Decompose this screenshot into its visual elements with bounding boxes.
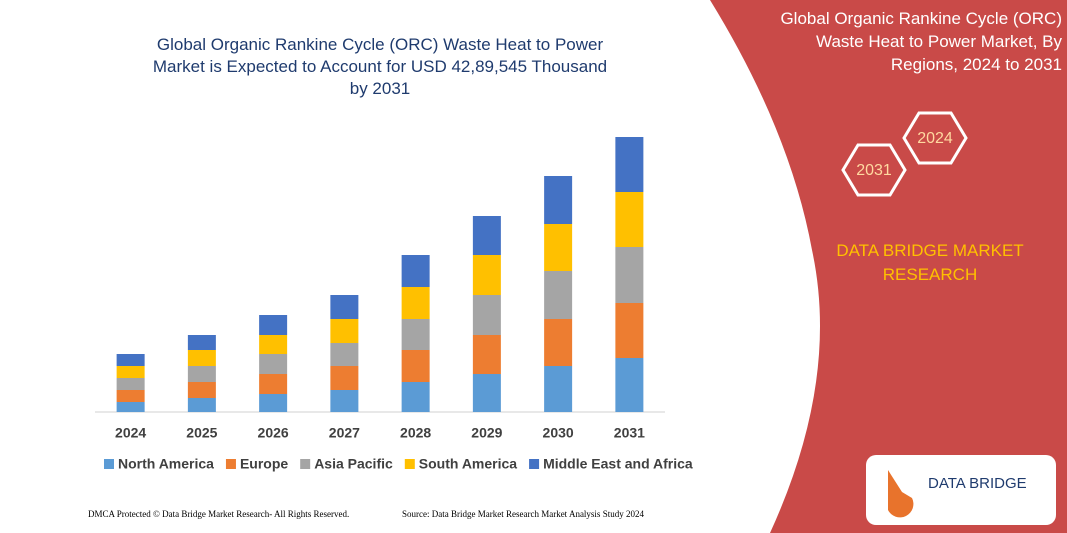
bar-segment — [401, 287, 430, 319]
bar-segment — [330, 319, 359, 343]
bar-segment — [615, 358, 644, 412]
legend-label: Middle East and Africa — [543, 456, 693, 472]
legend-swatch — [104, 459, 114, 469]
bar-segment — [544, 224, 573, 271]
bar-segment — [116, 378, 145, 390]
bar-segment — [330, 390, 359, 412]
bar-segment — [330, 295, 359, 319]
hexagon — [841, 143, 907, 197]
bar-segment — [544, 319, 573, 366]
footer-right: Source: Data Bridge Market Research Mark… — [402, 509, 644, 519]
bar-segment — [401, 350, 430, 382]
bar-segment — [401, 319, 430, 350]
brand: DATA BRIDGE MARKET RESEARCH — [836, 241, 1023, 284]
bar-segment — [259, 354, 288, 374]
side-panel — [710, 0, 1067, 533]
logo-text: DATA BRIDGE — [928, 475, 1027, 492]
bar-segment — [544, 366, 573, 412]
legend-label: Europe — [240, 456, 288, 472]
x-tick-label: 2025 — [186, 425, 217, 441]
bar-segment — [472, 374, 501, 412]
legend-label: South America — [419, 456, 517, 472]
bar-segment — [472, 295, 501, 335]
hex-label: 2024 — [917, 130, 953, 147]
bar-segment — [259, 315, 288, 335]
bar-segment — [472, 335, 501, 374]
x-tick-label: 2031 — [614, 425, 645, 441]
bar-segment — [615, 247, 644, 303]
x-tick-label: 2024 — [115, 425, 146, 441]
bar-segment — [615, 192, 644, 247]
bar-segment — [187, 382, 216, 398]
logo-mark — [888, 470, 914, 518]
bar-segment — [116, 366, 145, 378]
x-tick-label: 2027 — [329, 425, 360, 441]
chart-title: Global Organic Rankine Cycle (ORC) Waste… — [153, 35, 607, 98]
bar-segment — [401, 382, 430, 412]
x-tick-label: 2026 — [258, 425, 289, 441]
x-tick-label: 2028 — [400, 425, 431, 441]
bar-segment — [116, 402, 145, 412]
x-tick-label: 2030 — [543, 425, 574, 441]
bar-segment — [187, 398, 216, 412]
bar-segment — [472, 255, 501, 295]
footer-left: DMCA Protected © Data Bridge Market Rese… — [88, 509, 349, 519]
hexagon — [902, 111, 968, 165]
bar-segment — [615, 303, 644, 358]
legend-swatch — [225, 459, 236, 469]
legend-label: Asia Pacific — [314, 456, 393, 472]
bar-segment — [116, 390, 145, 402]
logo-box — [866, 455, 1056, 525]
bar-segment — [401, 255, 430, 287]
bar-segment — [615, 137, 644, 192]
bar-segment — [187, 335, 216, 350]
bar-segment — [544, 271, 573, 319]
legend-label: North America — [118, 456, 214, 472]
bar-segment — [187, 366, 216, 382]
bar-segment — [259, 394, 288, 412]
bar-segment — [116, 354, 145, 366]
bar-segment — [187, 350, 216, 366]
bar-segment — [472, 216, 501, 255]
bar-segment — [259, 335, 288, 354]
x-tick-label: 2029 — [471, 425, 502, 441]
bar-segment — [544, 176, 573, 224]
bar-segment — [330, 343, 359, 366]
legend-swatch — [404, 459, 415, 469]
hex-label: 2031 — [856, 162, 892, 179]
legend-swatch — [300, 459, 311, 469]
panel-title: Global Organic Rankine Cycle (ORC) Waste … — [780, 9, 1062, 74]
legend-swatch — [529, 459, 540, 469]
bar-segment — [259, 374, 288, 394]
bar-segment — [330, 366, 359, 390]
